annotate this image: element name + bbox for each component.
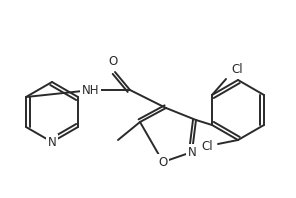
Text: NH: NH [81, 84, 99, 96]
Text: N: N [48, 135, 56, 148]
Text: O: O [158, 155, 168, 168]
Text: N: N [188, 146, 196, 159]
Text: Cl: Cl [201, 140, 213, 152]
Text: Cl: Cl [231, 63, 243, 76]
Text: O: O [108, 55, 118, 68]
